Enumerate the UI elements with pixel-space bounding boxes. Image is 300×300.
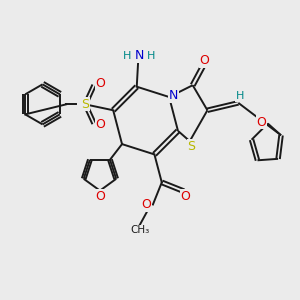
Text: O: O bbox=[142, 198, 152, 211]
Text: O: O bbox=[96, 190, 106, 203]
Text: CH₃: CH₃ bbox=[131, 225, 150, 236]
Text: H: H bbox=[236, 92, 244, 101]
Text: N: N bbox=[135, 49, 144, 62]
Text: H: H bbox=[123, 51, 131, 61]
Text: O: O bbox=[180, 190, 190, 203]
Text: N: N bbox=[169, 89, 178, 102]
Text: H: H bbox=[147, 51, 156, 61]
Text: O: O bbox=[96, 118, 106, 131]
Text: O: O bbox=[96, 77, 106, 90]
Text: O: O bbox=[200, 54, 209, 67]
Text: S: S bbox=[187, 140, 195, 153]
Text: O: O bbox=[256, 116, 266, 128]
Text: S: S bbox=[81, 98, 89, 111]
